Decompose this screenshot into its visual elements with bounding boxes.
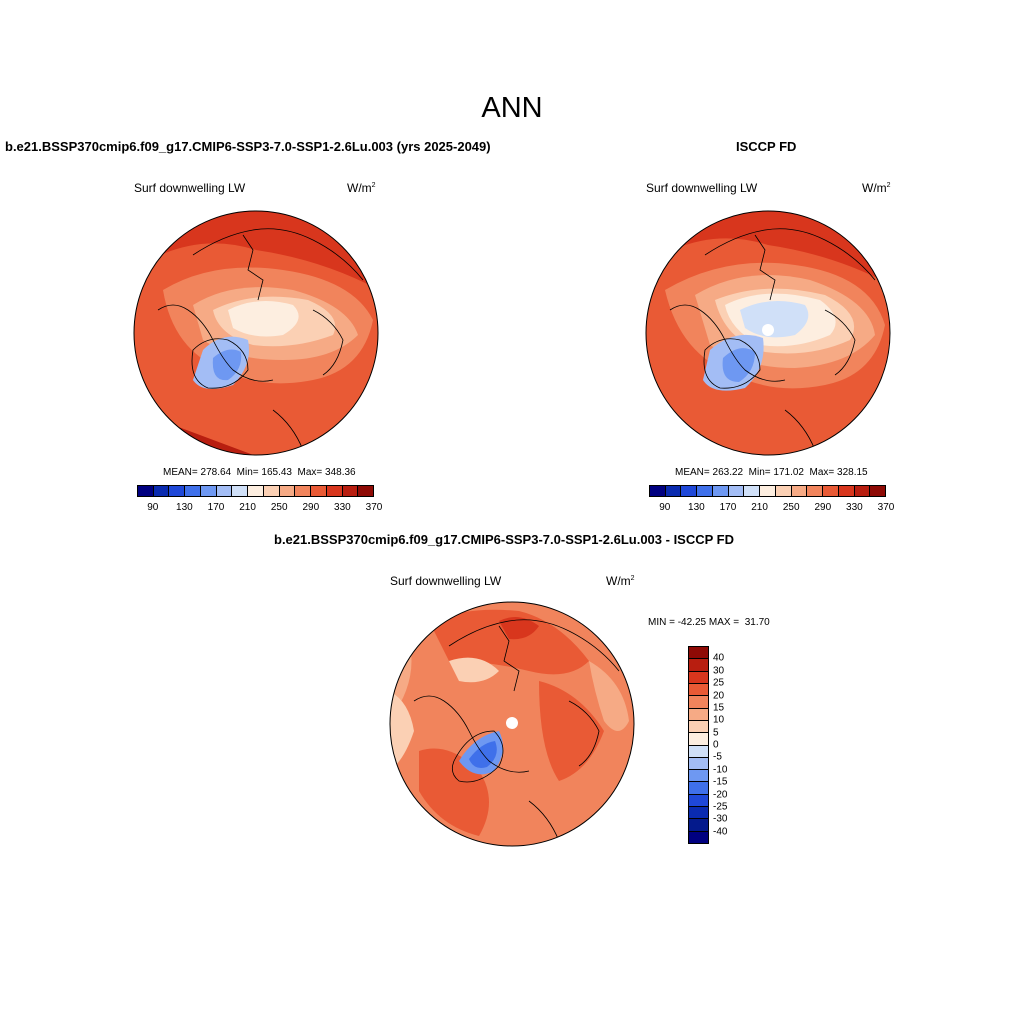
colorbar-tick-label: 10 <box>713 714 725 726</box>
colorbar-tick-label: 330 <box>846 502 863 513</box>
panel2-polar-map <box>645 210 891 456</box>
colorbar-swatch <box>153 486 170 496</box>
diff-colorbar-labels: 40 30 25 20 15 10 5 0 -5 -10 -15 -20 -25 -30 -40 <box>713 646 753 844</box>
colorbar-swatch <box>689 782 708 795</box>
colorbar-tick-label: -30 <box>713 813 728 825</box>
colorbar-tick-label: 90 <box>659 502 671 513</box>
colorbar-swatch <box>712 486 729 496</box>
colorbar-tick-label: 170 <box>207 502 225 513</box>
panel1-polar-map <box>133 210 379 456</box>
panel1-colorbar <box>137 485 374 497</box>
colorbar-swatch <box>689 757 708 771</box>
colorbar-swatch <box>791 486 808 496</box>
panel3-polar-map <box>389 601 635 847</box>
colorbar-tick-label: -15 <box>713 776 728 788</box>
colorbar-tick-label: 130 <box>176 502 193 513</box>
colorbar-swatch <box>311 486 327 496</box>
colorbar-tick-label: 0 <box>713 739 719 751</box>
colorbar-swatch <box>744 486 761 496</box>
colorbar-tick-label: 90 <box>147 502 159 513</box>
colorbar-tick-label: 15 <box>713 702 725 714</box>
colorbar-swatch <box>138 486 154 496</box>
colorbar-swatch <box>681 486 698 496</box>
panel3-title: b.e21.BSSP370cmip6.f09_g17.CMIP6-SSP3-7.… <box>274 532 735 547</box>
colorbar-tick-label: 330 <box>334 502 351 513</box>
colorbar-swatch <box>870 486 886 496</box>
main-title: ANN <box>481 92 543 124</box>
panel2-stats: MEAN= 263.22 Min= 171.02 Max= 328.15 <box>675 467 868 478</box>
panel3-variable-label: Surf downwelling LW <box>390 574 502 588</box>
colorbar-swatch <box>838 486 855 496</box>
colorbar-tick-label: 290 <box>302 502 320 513</box>
colorbar-swatch <box>689 720 708 734</box>
panel1-colorbar-labels: 90 130 170 210 250 290 330 370 <box>137 502 382 516</box>
colorbar-tick-label: -40 <box>713 826 728 838</box>
colorbar-swatch <box>697 486 713 496</box>
panel3-units: W/m2 <box>606 574 635 588</box>
colorbar-tick-label: 5 <box>713 727 719 739</box>
colorbar-swatch <box>854 486 871 496</box>
colorbar-swatch <box>689 696 708 709</box>
colorbar-tick-label: 30 <box>713 665 725 677</box>
colorbar-swatch <box>689 683 708 697</box>
panel2-colorbar-labels: 90 130 170 210 250 290 330 370 <box>649 502 894 516</box>
colorbar-swatch <box>665 486 682 496</box>
colorbar-swatch <box>728 486 745 496</box>
colorbar-tick-label: 290 <box>814 502 832 513</box>
colorbar-swatch <box>295 486 312 496</box>
diff-colorbar <box>688 646 709 844</box>
colorbar-swatch <box>200 486 217 496</box>
colorbar-tick-label: 210 <box>751 502 768 513</box>
colorbar-swatch <box>760 486 776 496</box>
colorbar-tick-label: -20 <box>713 789 728 800</box>
colorbar-swatch <box>689 831 708 843</box>
panel2-colorbar <box>649 485 886 497</box>
colorbar-swatch <box>650 486 666 496</box>
colorbar-swatch <box>263 486 280 496</box>
colorbar-swatch <box>169 486 186 496</box>
colorbar-swatch <box>248 486 264 496</box>
panel2-title: ISCCP FD <box>736 139 797 154</box>
colorbar-swatch <box>689 745 708 758</box>
colorbar-swatch <box>807 486 824 496</box>
colorbar-swatch <box>823 486 839 496</box>
colorbar-tick-label: 250 <box>270 502 288 513</box>
colorbar-tick-label: 370 <box>877 502 895 513</box>
colorbar-swatch <box>342 486 359 496</box>
colorbar-tick-label: 40 <box>713 652 725 664</box>
colorbar-tick-label: 210 <box>239 502 256 513</box>
panel3-stats: MIN = -42.25 MAX = 31.70 <box>648 617 770 628</box>
colorbar-tick-label: 250 <box>782 502 800 513</box>
colorbar-swatch <box>185 486 201 496</box>
colorbar-swatch <box>689 708 708 721</box>
colorbar-tick-label: 20 <box>713 690 725 701</box>
panel2-units: W/m2 <box>862 181 891 195</box>
colorbar-swatch <box>689 671 708 684</box>
colorbar-tick-label: 170 <box>719 502 737 513</box>
colorbar-swatch <box>689 733 708 746</box>
colorbar-swatch <box>689 659 708 672</box>
colorbar-tick-label: -25 <box>713 801 728 813</box>
panel1-units: W/m2 <box>347 181 376 195</box>
colorbar-swatch <box>689 647 708 660</box>
colorbar-swatch <box>279 486 296 496</box>
panel1-variable-label: Surf downwelling LW <box>134 181 246 195</box>
colorbar-swatch <box>232 486 249 496</box>
colorbar-swatch <box>326 486 343 496</box>
panel1-stats: MEAN= 278.64 Min= 165.43 Max= 348.36 <box>163 467 356 478</box>
panel2-variable-label: Surf downwelling LW <box>646 181 758 195</box>
colorbar-swatch <box>689 770 708 783</box>
colorbar-swatch <box>689 807 708 820</box>
colorbar-tick-label: 130 <box>688 502 705 513</box>
colorbar-swatch <box>689 819 708 832</box>
colorbar-tick-label: -10 <box>713 764 728 776</box>
colorbar-swatch <box>775 486 792 496</box>
colorbar-swatch <box>216 486 233 496</box>
panel1-title: b.e21.BSSP370cmip6.f09_g17.CMIP6-SSP3-7.… <box>5 139 491 154</box>
colorbar-tick-label: 370 <box>365 502 383 513</box>
colorbar-swatch <box>358 486 374 496</box>
colorbar-swatch <box>689 794 708 808</box>
colorbar-tick-label: 25 <box>713 677 725 689</box>
colorbar-tick-label: -5 <box>713 751 722 763</box>
